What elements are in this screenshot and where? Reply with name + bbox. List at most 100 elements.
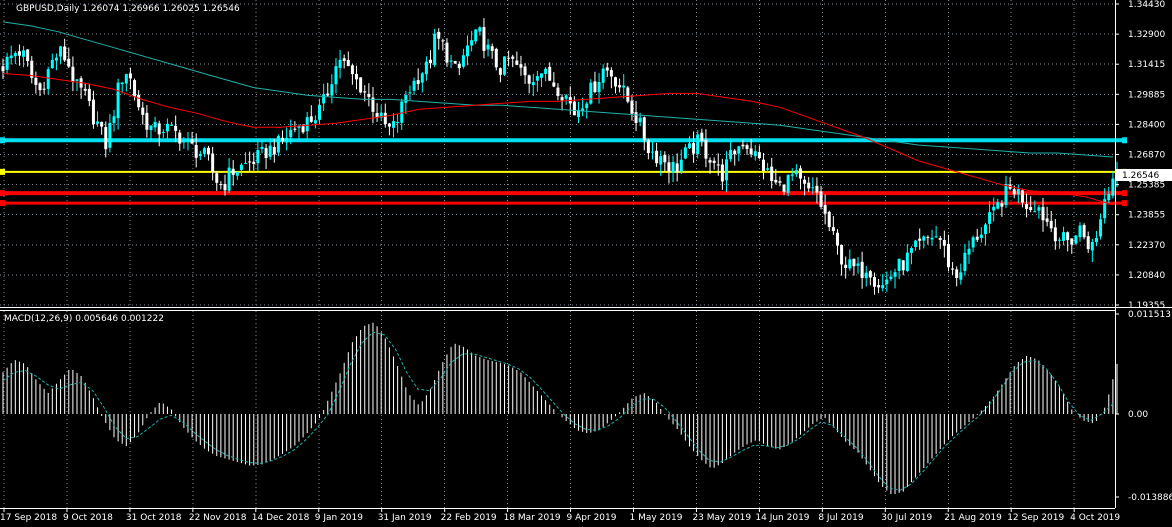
candle-body [535, 76, 539, 81]
candle-body [441, 40, 445, 42]
candle-body [749, 148, 753, 155]
candle-body [190, 139, 194, 144]
candle-body [1037, 207, 1041, 211]
candle-body [881, 285, 885, 289]
candle-body [724, 159, 728, 181]
candle-body [523, 66, 527, 76]
candle-body [544, 68, 548, 74]
candle-body [313, 120, 317, 124]
candle-body [1090, 241, 1094, 251]
candle-body [782, 184, 786, 192]
candle-body [741, 144, 745, 147]
level-handle-left[interactable] [0, 190, 5, 197]
macd-signal-line [2, 331, 1114, 491]
candle-body [1099, 219, 1103, 237]
candle-body [840, 245, 844, 265]
candle-body [219, 184, 223, 186]
candle-body [671, 161, 675, 173]
candle-body [1004, 183, 1008, 206]
candle-body [342, 58, 346, 61]
moving-averages [2, 21, 1114, 206]
candle-body [642, 117, 646, 141]
level-handle-right[interactable] [1122, 200, 1127, 207]
level-handle-left[interactable] [0, 168, 5, 175]
macd-y-tick-label: -0.013886 [1128, 493, 1172, 503]
level-handle-right[interactable] [1122, 190, 1127, 197]
candle-body [548, 66, 552, 81]
candle-body [318, 104, 322, 120]
candle-body [157, 123, 161, 135]
level-handle-left[interactable] [0, 137, 5, 144]
candle-body [1012, 189, 1016, 195]
candle-body [872, 277, 876, 287]
candle-body [988, 212, 992, 224]
candle-body [922, 236, 926, 241]
candle-body [659, 156, 663, 165]
candle-body [655, 150, 659, 164]
candle-body [170, 124, 174, 126]
current-price-tag: 1.26546 [1122, 171, 1159, 181]
candle-body [601, 68, 605, 83]
macd-panel [2, 322, 1118, 495]
candle-body [893, 272, 897, 277]
y-tick-label: 1.31415 [1128, 60, 1165, 70]
candle-body [733, 150, 737, 155]
level-handle-right[interactable] [1122, 137, 1127, 144]
candle-body [486, 44, 490, 50]
candle-body [1086, 236, 1090, 250]
candle-body [613, 77, 617, 87]
x-tick-label: 30 Jul 2019 [881, 513, 932, 523]
candle-body [1074, 235, 1078, 244]
x-tick-label: 1 May 2019 [630, 513, 683, 523]
candle-body [133, 80, 137, 97]
ma-fast-line [2, 73, 1114, 206]
candle-body [650, 151, 654, 153]
candle-body [918, 238, 922, 241]
candle-body [346, 60, 350, 66]
x-tick-label: 22 Nov 2018 [189, 513, 247, 523]
candle-body [297, 126, 301, 128]
candle-body [618, 85, 622, 88]
candle-body [145, 112, 149, 130]
candle-body [1, 66, 5, 72]
candle-body [646, 139, 650, 154]
y-tick-label: 1.25385 [1128, 181, 1165, 191]
candle-body [716, 164, 720, 166]
candle-body [926, 236, 930, 238]
level-handle-left[interactable] [0, 200, 5, 207]
candle-body [408, 92, 412, 94]
candle-body [387, 123, 391, 127]
y-tick-label: 1.29885 [1128, 90, 1165, 100]
candle-body [100, 121, 104, 127]
candle-body [696, 134, 700, 155]
candle-body [1000, 203, 1004, 207]
candle-body [334, 66, 338, 85]
candle-body [975, 236, 979, 240]
x-tick-label: 9 Apr 2019 [567, 513, 617, 523]
candle-body [256, 150, 260, 164]
candle-body [811, 187, 815, 189]
candle-body [1029, 206, 1033, 211]
candle-body [1020, 190, 1024, 203]
candle-body [515, 60, 519, 65]
candle-body [231, 168, 235, 175]
candle-body [766, 168, 770, 170]
candle-body [942, 239, 946, 246]
x-tick-label: 18 Mar 2019 [504, 513, 561, 523]
candle-body [511, 56, 515, 59]
candle-body [194, 144, 198, 158]
candle-body [466, 45, 470, 57]
candle-body [503, 56, 507, 75]
candle-body [108, 122, 112, 148]
candle-body [202, 148, 206, 154]
candle-body [729, 149, 733, 160]
candle-body [116, 82, 120, 119]
candle-body [938, 238, 942, 240]
candle-body [638, 117, 642, 123]
candle-body [235, 171, 239, 176]
candle-body [478, 27, 482, 32]
candle-body [5, 56, 9, 70]
candle-body [634, 112, 638, 124]
candle-body [572, 101, 576, 116]
